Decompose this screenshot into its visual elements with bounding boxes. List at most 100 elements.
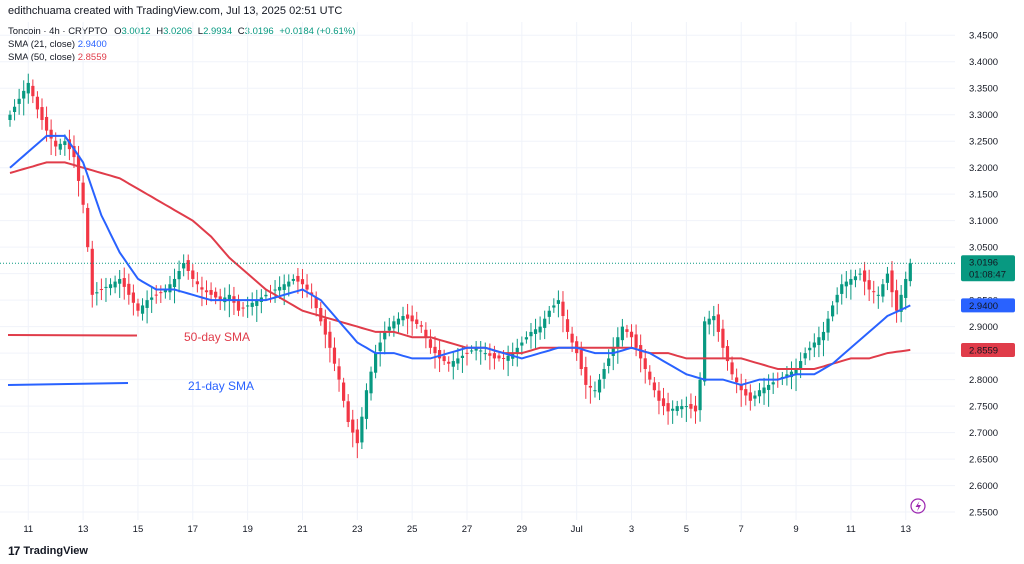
- current-price-badge-value: 3.0196: [969, 257, 998, 268]
- legend-sma50-row[interactable]: SMA (50, close) 2.8559: [8, 51, 355, 64]
- price-tick-label: 3.3000: [969, 110, 998, 121]
- candle-body: [323, 318, 327, 335]
- price-tick-label: 2.6500: [969, 455, 998, 466]
- candle-body: [524, 337, 529, 340]
- candle-body: [150, 297, 154, 300]
- candle-body: [460, 355, 465, 358]
- candle-body: [840, 284, 844, 294]
- candle-body: [310, 292, 314, 295]
- price-tick-label: 2.7000: [969, 428, 998, 439]
- price-tick-label: 2.7500: [969, 402, 998, 413]
- time-tick-label: 23: [352, 524, 363, 535]
- sma50-badge-value: 2.8559: [969, 345, 998, 356]
- candle-body: [885, 273, 890, 283]
- candle-body: [405, 314, 410, 319]
- candle-body: [419, 325, 423, 327]
- annotation-21day-label: 21-day SMA: [188, 379, 254, 393]
- candle-body: [433, 346, 437, 354]
- price-tick-label: 2.9000: [969, 322, 998, 333]
- candle-body: [314, 297, 318, 309]
- candle-body: [159, 292, 163, 294]
- candle-body: [735, 377, 739, 383]
- candle-body: [821, 331, 826, 341]
- candle-body: [533, 329, 538, 334]
- ohlc-change: +0.0184 (+0.61%): [279, 26, 356, 37]
- sma21-badge-value: 2.9400: [969, 301, 998, 312]
- candle-body: [54, 140, 58, 147]
- time-axis[interactable]: 11 13 15 17 19 21 23 25 27 29 Jul 3 5 7 9 11 13: [23, 524, 911, 535]
- candle-body: [479, 350, 483, 352]
- candle-body: [799, 361, 803, 370]
- candle-body: [136, 303, 140, 311]
- ohlc-open-value: 3.0012: [121, 26, 151, 37]
- candle-body: [428, 339, 433, 348]
- candle-body: [81, 182, 85, 205]
- candle-body: [730, 362, 734, 375]
- candle-body: [529, 331, 533, 337]
- price-tick-label: 3.2000: [969, 163, 998, 174]
- candle-body: [168, 284, 172, 293]
- candle-body: [721, 328, 725, 348]
- candle-body: [17, 98, 21, 104]
- current-price-badge-countdown: 01:08:47: [969, 269, 1006, 280]
- candle-body: [671, 408, 675, 411]
- candle-body: [22, 90, 26, 99]
- sma21-value: 2.9400: [77, 39, 107, 50]
- candle-body: [543, 318, 547, 328]
- symbol-name[interactable]: Toncoin · 4h · CRYPTO: [8, 26, 108, 37]
- chart-header: edithchuama created with TradingView.com…: [0, 0, 1024, 22]
- candle-body: [716, 314, 720, 332]
- sma50-label: SMA (50, close): [8, 52, 76, 63]
- candle-body: [689, 404, 693, 409]
- candle-body: [757, 390, 762, 397]
- candle-body: [31, 85, 35, 97]
- price-chart[interactable]: 50-day SMA 21-day SMA 3.4500 3.4000 3.3500…: [0, 22, 1024, 542]
- price-tick-label: 2.5500: [969, 508, 998, 519]
- time-tick-label: 29: [517, 524, 528, 535]
- ohlc-low-value: 2.9934: [203, 26, 233, 37]
- grid: [0, 22, 955, 520]
- price-tick-label: 3.1500: [969, 190, 998, 201]
- candle-body: [579, 349, 583, 370]
- candle-body: [131, 292, 135, 303]
- candle-body: [291, 278, 295, 281]
- candle-body: [374, 353, 378, 373]
- candle-body: [561, 301, 565, 317]
- candle-body: [140, 305, 145, 314]
- candle-body: [849, 278, 853, 285]
- time-tick-label: 27: [462, 524, 473, 535]
- candle-body: [771, 382, 775, 385]
- candle-body: [364, 390, 369, 419]
- candle-body: [565, 319, 570, 332]
- candle-body: [90, 248, 94, 295]
- price-tick-label: 3.4000: [969, 57, 998, 68]
- candle-body: [876, 294, 880, 296]
- candle-body: [744, 389, 748, 396]
- candle-body: [163, 289, 167, 293]
- candle-body: [287, 281, 291, 287]
- sma21-line: [9, 134, 911, 386]
- candle-body: [264, 294, 268, 297]
- candle-body: [246, 305, 250, 307]
- candle-body: [872, 291, 876, 293]
- candle-body: [556, 300, 560, 304]
- candle-body: [762, 387, 766, 394]
- candle-body: [227, 294, 231, 301]
- candle-body: [378, 342, 382, 352]
- footer-branding[interactable]: 17 TradingView: [8, 544, 88, 558]
- candle-body: [611, 347, 615, 356]
- candle-body: [643, 358, 647, 370]
- candles: [8, 73, 912, 459]
- legend-sma21-row[interactable]: SMA (21, close) 2.9400: [8, 38, 355, 51]
- candle-body: [703, 321, 707, 382]
- candle-body: [894, 290, 899, 311]
- lightning-icon[interactable]: [910, 498, 926, 514]
- candle-body: [456, 358, 460, 364]
- candle-body: [552, 305, 556, 308]
- tradingview-logo-icon: 17: [8, 544, 20, 558]
- candle-body: [853, 276, 858, 281]
- candle-body: [483, 353, 487, 355]
- candle-body: [209, 290, 213, 295]
- sma50-line: [9, 161, 911, 370]
- candle-body: [639, 345, 643, 359]
